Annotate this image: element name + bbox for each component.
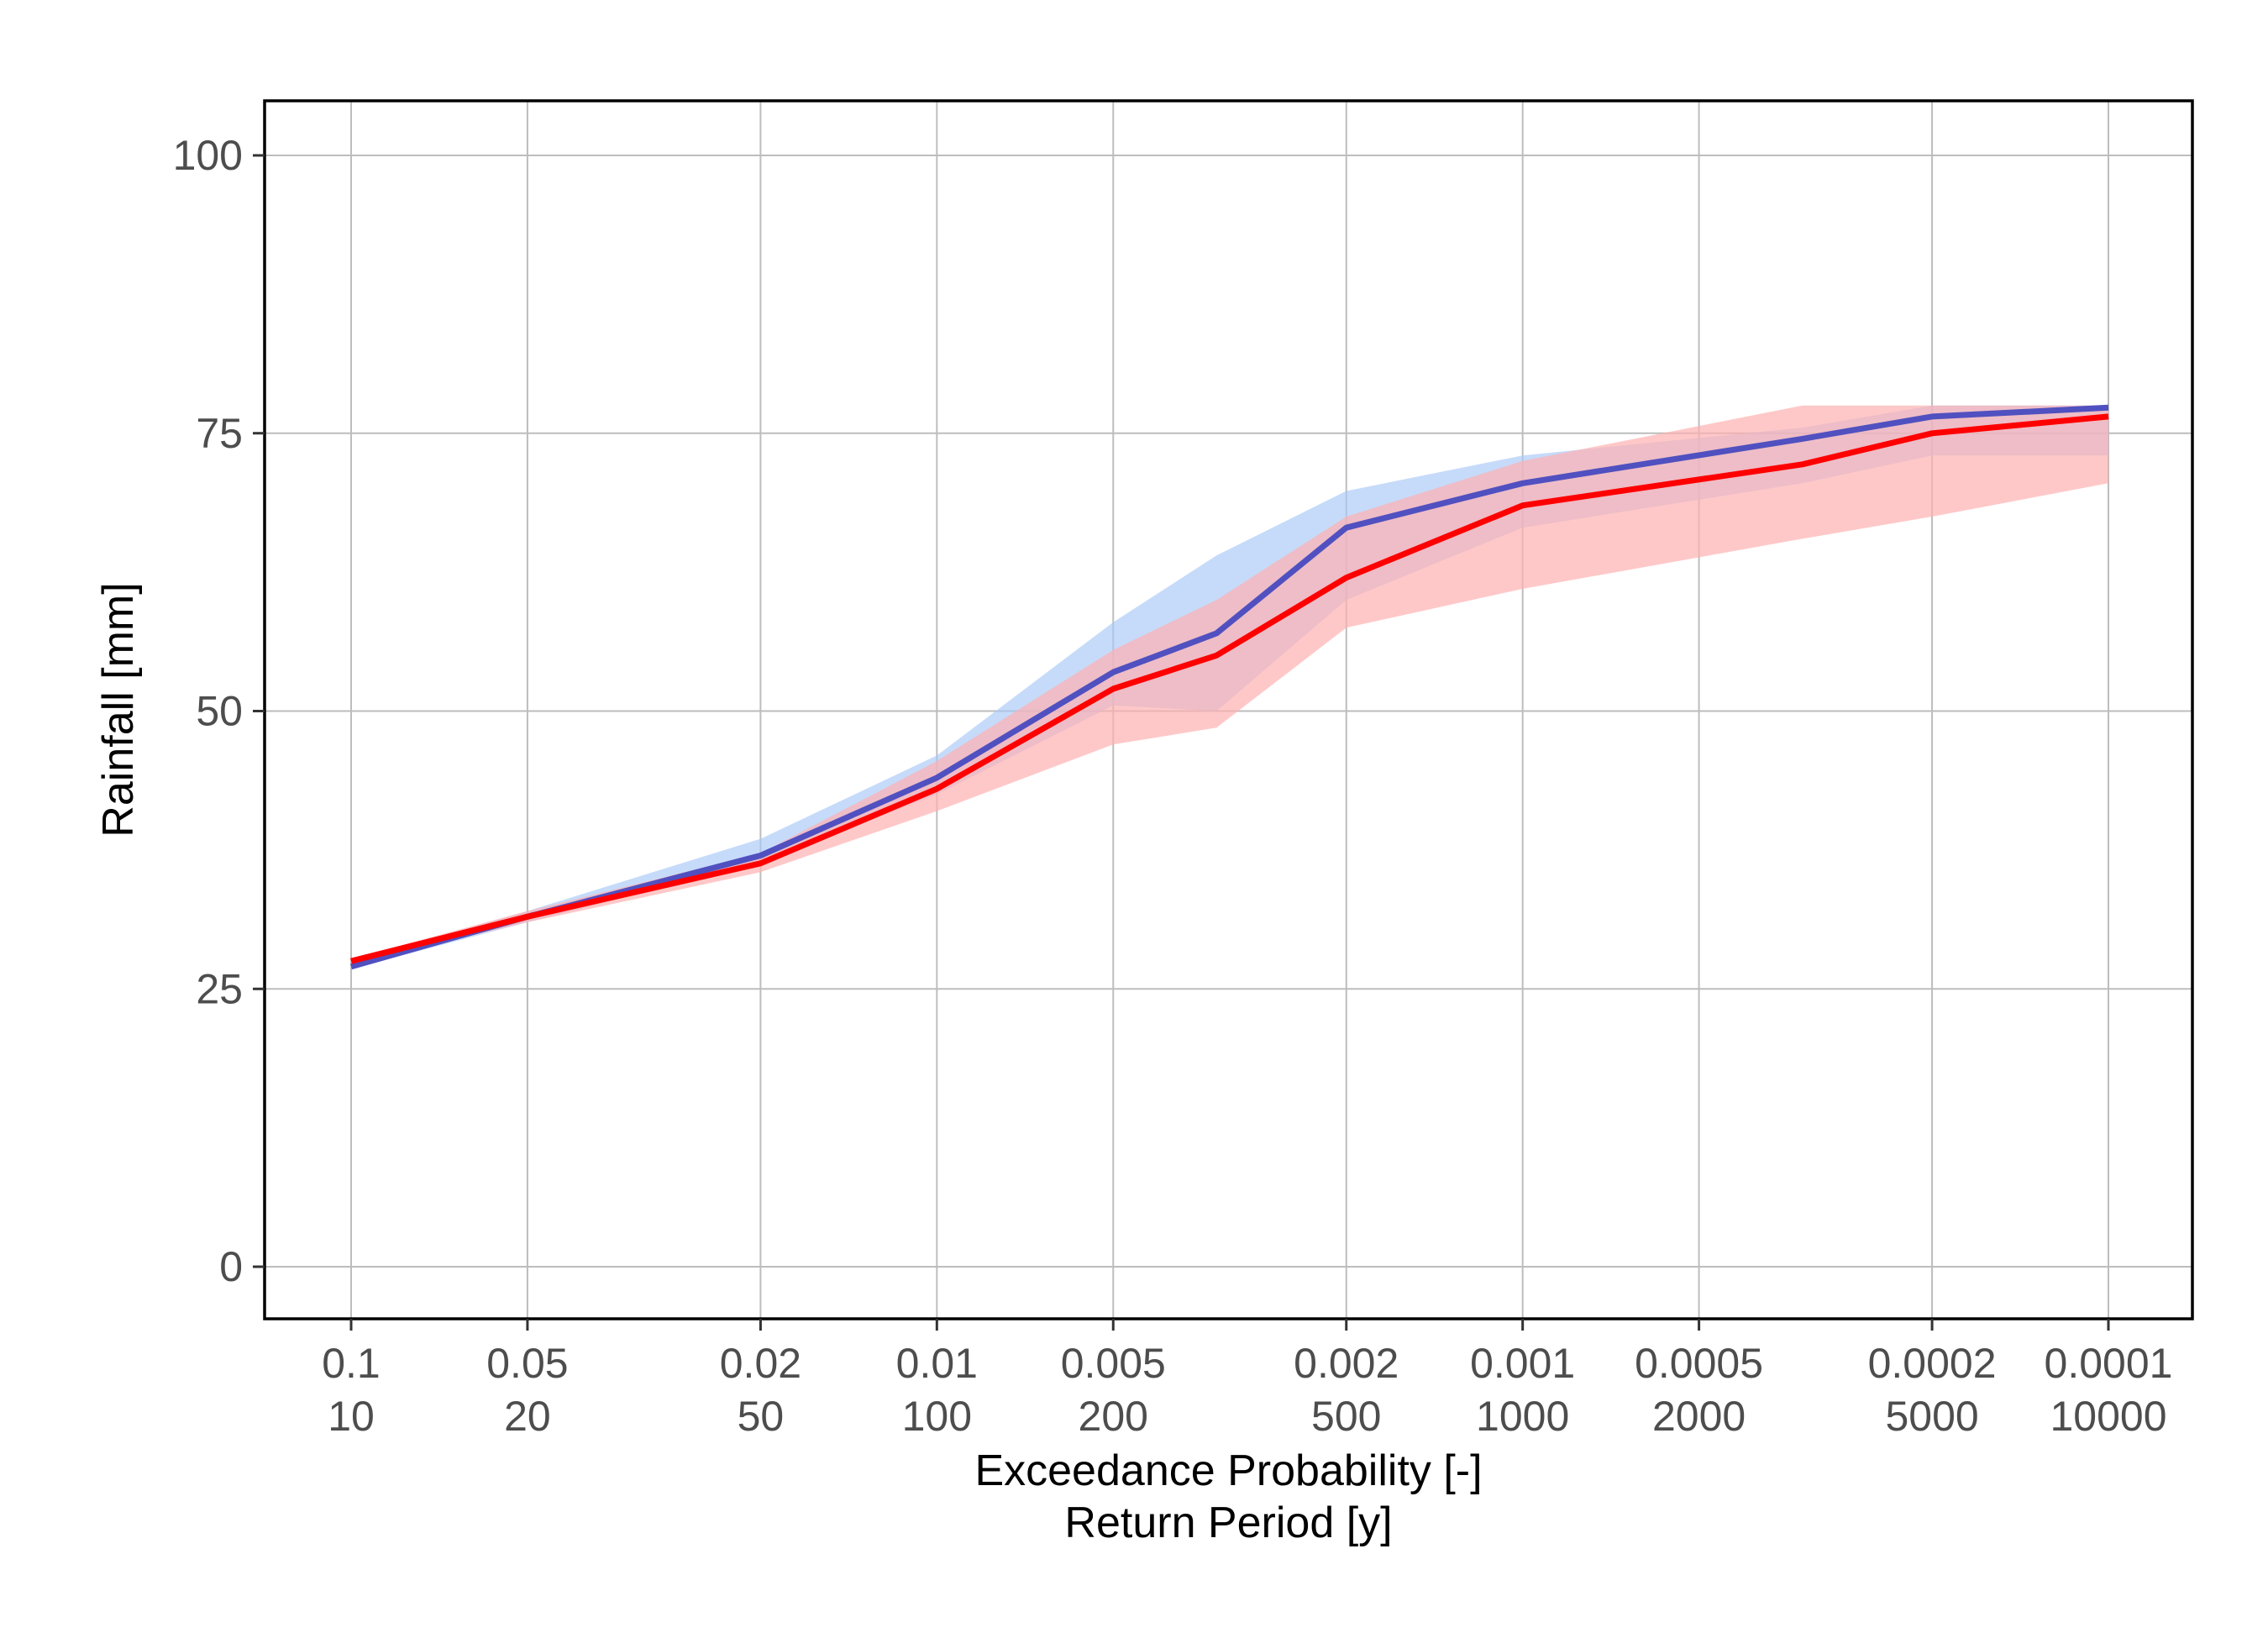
- series-2-line: [350, 413, 2109, 964]
- series-lines: [350, 404, 2109, 970]
- x-tick-label-return-period: 1000: [1476, 1393, 1569, 1440]
- x-tick-label-return-period: 10: [328, 1393, 375, 1440]
- x-axis-title-return-period: Return Period [y]: [1064, 1499, 1392, 1547]
- confidence-bands: [351, 405, 2108, 969]
- series-2-band: [351, 405, 2108, 965]
- x-tick-label-return-period: 500: [1311, 1393, 1381, 1440]
- x-tick-label-return-period: 2000: [1652, 1393, 1746, 1440]
- x-tick-label-return-period: 50: [738, 1393, 785, 1440]
- x-axis-title-probability: Exceedance Probability [-]: [974, 1446, 1482, 1495]
- x-tick-label-probability: 0.01: [896, 1340, 978, 1387]
- x-tick-label-probability: 0.0002: [1868, 1340, 1997, 1387]
- y-tick-label: 25: [196, 965, 243, 1012]
- y-axis-title: Rainfall [mm]: [94, 582, 143, 837]
- y-tick-label: 50: [196, 688, 243, 735]
- y-tick-label: 75: [196, 410, 243, 457]
- x-tick-label-probability: 0.001: [1470, 1340, 1575, 1387]
- x-tick-label-return-period: 5000: [1885, 1393, 1978, 1440]
- x-tick-label-probability: 0.0005: [1635, 1340, 1763, 1387]
- series-1-line: [350, 404, 2109, 970]
- y-tick-label: 100: [173, 132, 243, 179]
- x-tick-label-return-period: 10000: [2050, 1393, 2166, 1440]
- x-tick-label-probability: 0.05: [486, 1340, 568, 1387]
- x-tick-label-probability: 0.005: [1061, 1340, 1166, 1387]
- y-tick-label: 0: [219, 1243, 243, 1290]
- x-tick-label-return-period: 200: [1079, 1393, 1148, 1440]
- x-tick-label-probability: 0.002: [1294, 1340, 1399, 1387]
- axis-ticks: 0 25 50 75 100 0.1 10 0.05 20 0.02 50 0.01 100 0.005 2…: [173, 132, 2173, 1440]
- x-tick-label-return-period: 100: [902, 1393, 972, 1440]
- x-tick-label-return-period: 20: [504, 1393, 551, 1440]
- x-tick-label-probability: 0.1: [322, 1340, 381, 1387]
- x-tick-label-probability: 0.0001: [2045, 1340, 2173, 1387]
- x-tick-label-probability: 0.02: [720, 1340, 801, 1387]
